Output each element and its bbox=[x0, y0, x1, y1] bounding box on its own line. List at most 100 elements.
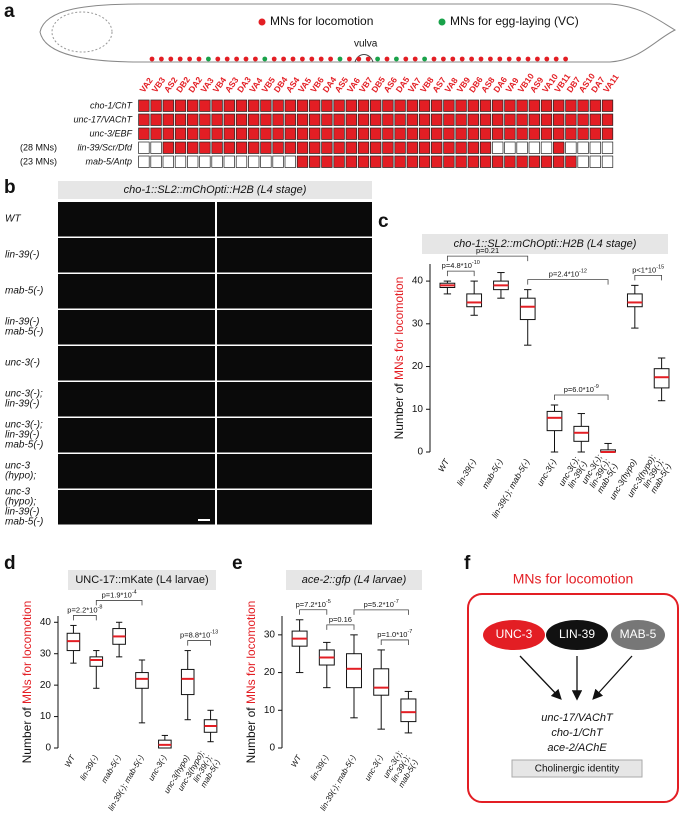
expression-cell bbox=[601, 141, 614, 154]
x-tick-label: unc-3(-) bbox=[363, 753, 385, 782]
pharynx bbox=[51, 11, 113, 53]
y-tick-label: 30 bbox=[40, 648, 52, 659]
significance-bracket bbox=[95, 600, 143, 606]
micrograph bbox=[58, 202, 215, 237]
gene-label: cho-1/ChT bbox=[90, 100, 134, 110]
y-tick-label: 40 bbox=[40, 617, 52, 628]
cell-dot bbox=[412, 56, 418, 62]
expression-cell bbox=[150, 99, 162, 112]
expression-cell bbox=[406, 141, 418, 154]
gene-label: mab-5/Antp bbox=[85, 156, 132, 166]
vulva-label: vulva bbox=[354, 39, 378, 50]
expression-cell bbox=[406, 113, 418, 126]
expression-cell bbox=[150, 127, 162, 140]
expression-cell bbox=[150, 155, 162, 168]
expression-cell bbox=[516, 141, 528, 154]
genotype-label: lin-39(-) bbox=[5, 430, 39, 441]
expression-cell bbox=[187, 99, 199, 112]
expression-cell bbox=[492, 141, 504, 154]
p-value-exponent: -15 bbox=[656, 265, 664, 271]
expression-cell bbox=[138, 127, 150, 140]
expression-cell bbox=[443, 127, 455, 140]
p-value: p=2.2*10-8 bbox=[67, 605, 102, 615]
x-tick-label: lin-39(-) bbox=[309, 753, 331, 782]
expression-cell bbox=[260, 155, 272, 168]
count-label: (28 MNs) bbox=[20, 142, 57, 152]
cell-dot bbox=[563, 56, 568, 62]
cell-dot bbox=[459, 56, 465, 62]
expression-cell bbox=[272, 113, 284, 126]
box bbox=[400, 698, 417, 723]
expression-cell bbox=[418, 141, 431, 154]
expression-cell bbox=[528, 99, 540, 112]
significance-bracket bbox=[446, 255, 529, 262]
expression-cell bbox=[370, 99, 382, 112]
expression-cell bbox=[370, 113, 382, 126]
cell-dot bbox=[159, 56, 164, 62]
factor bbox=[483, 620, 545, 650]
expression-cell bbox=[357, 127, 370, 140]
expression-cell bbox=[479, 99, 492, 112]
factor-label: UNC-3 bbox=[496, 627, 533, 641]
expression-cell bbox=[553, 127, 565, 140]
expression-cell bbox=[260, 141, 272, 154]
x-tick-label: mab-5(-) bbox=[100, 753, 123, 784]
category-label: WT bbox=[436, 456, 452, 473]
expression-cell bbox=[223, 127, 235, 140]
significance-bracket bbox=[326, 624, 355, 630]
p-value: p=5.2*10-7 bbox=[364, 599, 399, 609]
micrograph bbox=[58, 454, 215, 489]
x-tick-label: lin-39(-) bbox=[455, 457, 478, 488]
expression-cell bbox=[528, 113, 540, 126]
y-axis-label-part: Number of bbox=[244, 704, 258, 763]
genotype-label: unc-3 bbox=[5, 487, 30, 498]
expression-cell bbox=[345, 113, 357, 126]
expression-cell bbox=[357, 99, 370, 112]
p-value: p=4.8*10-10 bbox=[442, 261, 480, 271]
expression-cell bbox=[284, 99, 296, 112]
identity-label: Cholinergic identity bbox=[535, 764, 620, 775]
expression-cell bbox=[467, 99, 479, 112]
micrograph bbox=[217, 346, 372, 381]
genotype-label: lin-39(-) bbox=[5, 399, 39, 410]
expression-cell bbox=[455, 113, 467, 126]
expression-cell bbox=[174, 155, 187, 168]
expression-cell bbox=[284, 155, 296, 168]
expression-cell bbox=[174, 141, 187, 154]
expression-cell bbox=[504, 155, 516, 168]
cell-dot bbox=[224, 56, 230, 62]
genotype-label: mab-5(-) bbox=[5, 286, 43, 297]
cell-dot bbox=[328, 56, 333, 62]
factor-label: LIN-39 bbox=[559, 627, 595, 641]
cell-dot bbox=[469, 56, 474, 62]
cell-dot bbox=[253, 56, 258, 62]
box bbox=[653, 368, 670, 389]
genotype-label: mab-5(-) bbox=[5, 517, 43, 528]
p-value-exponent: -5 bbox=[326, 599, 331, 605]
micrograph bbox=[58, 310, 215, 345]
expression-cell bbox=[235, 113, 248, 126]
expression-cell bbox=[187, 155, 199, 168]
expression-cell bbox=[406, 127, 418, 140]
y-tick-label: 0 bbox=[417, 447, 423, 458]
arrow bbox=[592, 655, 633, 700]
y-tick-label: 20 bbox=[40, 680, 52, 691]
p-value-base: p=8.8*10 bbox=[180, 631, 210, 640]
genotype-label: (hypo); bbox=[5, 497, 36, 508]
cell-dot bbox=[356, 56, 362, 62]
expression-cell bbox=[589, 141, 601, 154]
expression-cell bbox=[357, 113, 370, 126]
expression-cell bbox=[479, 155, 492, 168]
expression-cell bbox=[406, 99, 418, 112]
title-box bbox=[286, 570, 422, 590]
expression-cell bbox=[333, 113, 345, 126]
cell-dot bbox=[506, 56, 512, 62]
expression-cell bbox=[309, 141, 321, 154]
genotype-label: WT bbox=[5, 214, 21, 225]
cell-dot bbox=[478, 56, 484, 62]
expression-cell bbox=[345, 127, 357, 140]
vulva-shape bbox=[354, 54, 374, 63]
expression-cell bbox=[553, 113, 565, 126]
expression-cell bbox=[333, 141, 345, 154]
expression-cell bbox=[601, 127, 614, 140]
